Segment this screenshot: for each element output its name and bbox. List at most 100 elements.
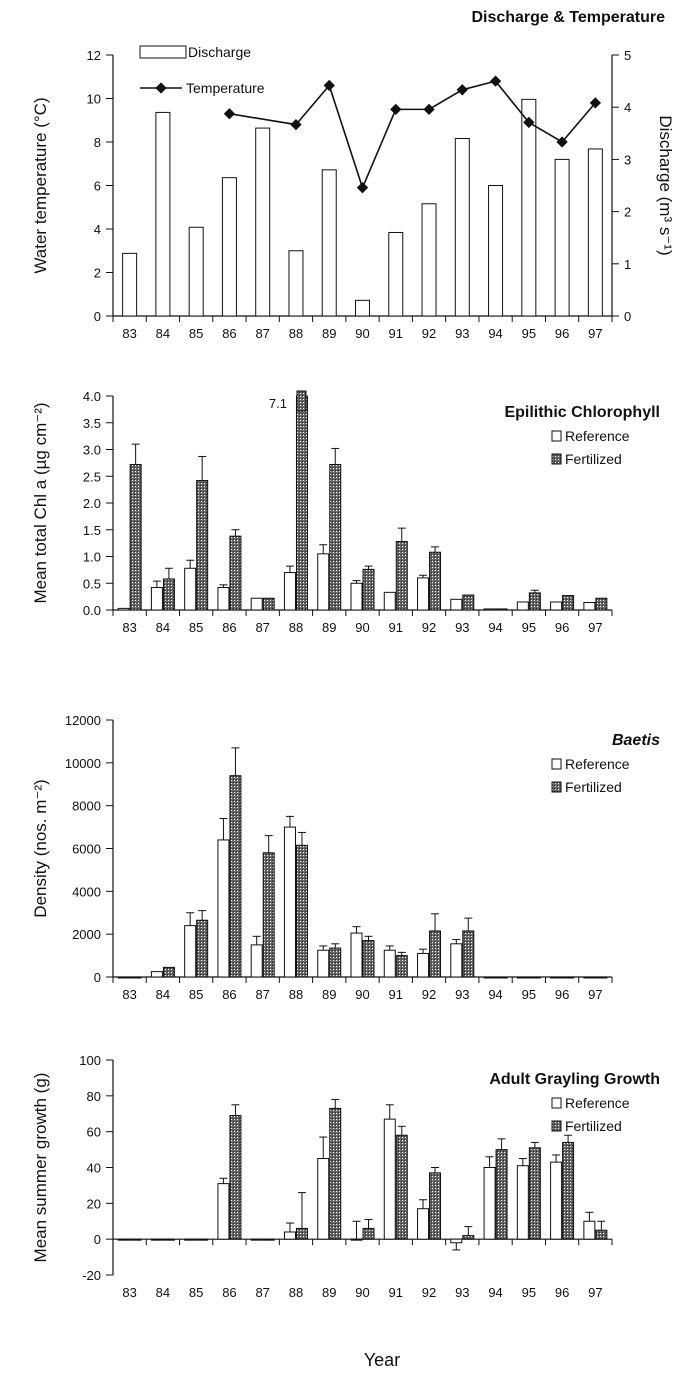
bar-discharge [521, 98, 537, 317]
x-tick-label: 95 [522, 620, 536, 635]
x-tick-label: 90 [355, 987, 369, 1002]
bar-fertilized [495, 1149, 508, 1240]
x-tick-label: 94 [488, 620, 502, 635]
x-tick-label: 91 [389, 987, 403, 1002]
point-temperature [556, 136, 568, 148]
bar-reference [417, 1208, 430, 1240]
bar-fertilized [528, 976, 541, 979]
x-tick-label: 92 [422, 326, 436, 341]
bar-fertilized [528, 1147, 541, 1240]
bar-fertilized [295, 844, 308, 978]
x-tick-label: 85 [189, 1285, 203, 1300]
bar-reference [217, 1183, 230, 1240]
bar-fertilized [562, 1141, 575, 1240]
legend-label-fertilized: Fertilized [565, 779, 622, 795]
bar-discharge [255, 127, 271, 317]
x-tick-label: 85 [189, 620, 203, 635]
y-tick-label: 3.0 [83, 443, 101, 458]
x-tick-label: 92 [422, 1285, 436, 1300]
bar-reference [583, 976, 596, 979]
bar-reference [317, 1158, 330, 1240]
bar-discharge [188, 226, 204, 317]
x-tick-label: 89 [322, 1285, 336, 1300]
point-temperature [390, 103, 402, 116]
bar-fertilized [129, 463, 142, 611]
legend-swatch-discharge [139, 45, 187, 59]
x-tick-label: 92 [422, 620, 436, 635]
legend-label-fertilized: Fertilized [565, 451, 622, 467]
x-tick-label: 96 [555, 620, 569, 635]
bar-discharge [488, 185, 504, 317]
x-tick-label: 85 [189, 987, 203, 1002]
y-tick-label: 12 [87, 48, 101, 63]
bar-fertilized [196, 919, 209, 978]
bar-fertilized [495, 976, 508, 979]
bar-reference [383, 1118, 396, 1240]
legend-label-fertilized: Fertilized [565, 1118, 622, 1134]
legend-swatch-reference [551, 430, 562, 442]
bar-reference [483, 976, 496, 979]
bar-discharge [587, 148, 603, 317]
x-tick-label: 88 [289, 1285, 303, 1300]
x-tick-label: 91 [389, 326, 403, 341]
y-tick-label: 0 [94, 970, 101, 985]
y-tick-label: 6 [94, 179, 101, 194]
y-axis-label: Water temperature (°C) [31, 97, 50, 273]
x-tick-label: 84 [156, 987, 170, 1002]
bar-discharge [454, 138, 470, 317]
bar-reference [317, 553, 330, 611]
x-tick-label: 84 [156, 1285, 170, 1300]
legend-label-discharge: Discharge [188, 44, 251, 60]
x-tick-label: 97 [588, 620, 602, 635]
bar-reference [516, 1165, 529, 1240]
y-tick-label: 60 [87, 1125, 101, 1140]
bar-fertilized [162, 578, 175, 611]
bar-fertilized [262, 1238, 275, 1241]
y-tick-label: 8 [94, 135, 101, 150]
y-tick-label: -20 [82, 1268, 101, 1283]
bar-reference [150, 587, 163, 611]
bar-reference [483, 608, 496, 611]
x-tick-label: 84 [156, 326, 170, 341]
y-tick-label: 10000 [65, 756, 101, 771]
legend-swatch-reference [551, 758, 562, 770]
bar-reference [450, 1238, 463, 1244]
bar-reference [117, 1238, 130, 1241]
x-tick-label: 87 [255, 620, 269, 635]
bar-reference [217, 839, 230, 978]
legend-label-reference: Reference [565, 1095, 630, 1111]
y-tick-label: 1.0 [83, 550, 101, 565]
x-tick-label: 88 [289, 987, 303, 1002]
x-axis-title: Year [364, 1350, 400, 1370]
main-title: Discharge & Temperature [471, 9, 665, 26]
y-tick-label: 2.0 [83, 496, 101, 511]
y-tick-label: 0.0 [83, 603, 101, 618]
bar-fertilized [229, 1115, 242, 1240]
bar-reference [417, 577, 430, 611]
x-tick-label: 94 [488, 987, 502, 1002]
panel-title: Baetis [612, 732, 660, 749]
bar-reference [417, 952, 430, 978]
bar-reference [150, 971, 163, 978]
bar-fertilized [196, 480, 209, 611]
bar-fertilized [329, 463, 342, 611]
legend-swatch-temperature-point [155, 82, 167, 94]
x-tick-label: 90 [355, 620, 369, 635]
bar-fertilized [395, 1134, 408, 1240]
y-tick-label: 8000 [72, 799, 101, 814]
legend-label-temperature: Temperature [186, 80, 265, 96]
x-tick-label: 88 [289, 620, 303, 635]
bar-fertilized [362, 1227, 375, 1240]
y-axis-label: Mean summer growth (g) [31, 1073, 50, 1263]
bar-reference [117, 607, 130, 611]
point-temperature [223, 108, 236, 120]
y-tick-label: 2000 [72, 927, 101, 942]
x-tick-label: 93 [455, 987, 469, 1002]
y-tick-label: 12000 [65, 713, 101, 728]
bar-reference [184, 925, 197, 978]
y-axis-label: Density (nos. m⁻²) [31, 779, 50, 917]
y-tick-label: 4 [94, 222, 101, 237]
bar-fertilized [196, 1238, 209, 1241]
bar-fertilized [495, 608, 508, 611]
